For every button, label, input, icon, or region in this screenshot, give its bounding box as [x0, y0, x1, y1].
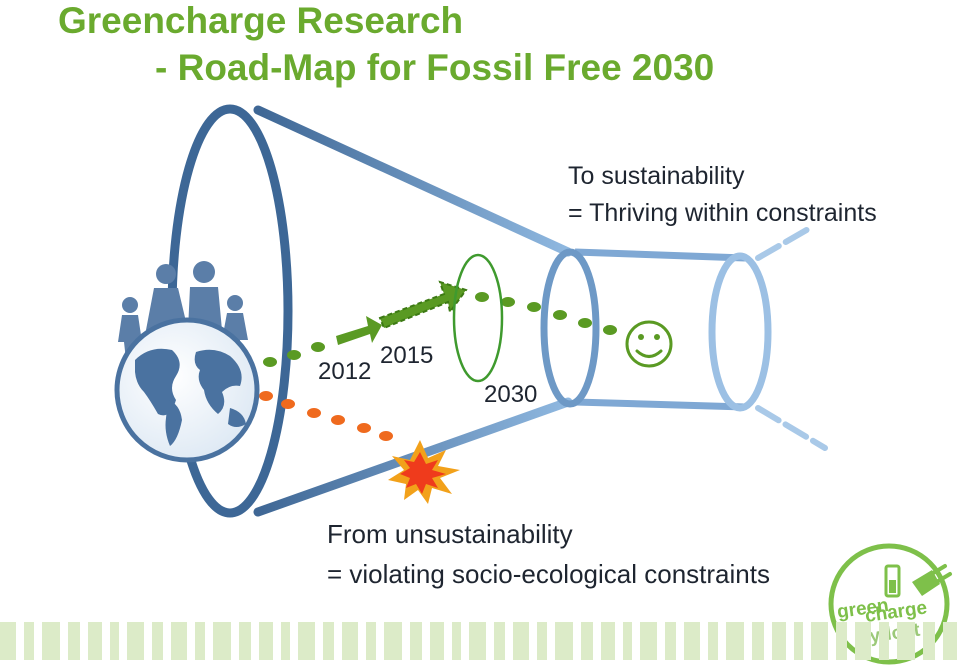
- footer-bar: [259, 622, 273, 660]
- footer-bar: [213, 622, 231, 660]
- footer-bar: [708, 622, 718, 660]
- year-label-2015: 2015: [380, 342, 434, 369]
- sustainability-tube: [540, 225, 828, 451]
- footer-bar: [298, 622, 315, 660]
- footer-bar: [469, 622, 486, 660]
- orange-path: [259, 391, 393, 441]
- footer-bar: [601, 622, 615, 660]
- footer-bar: [897, 622, 915, 660]
- footer-bar: [623, 622, 632, 660]
- sustainability-heading: To sustainability: [568, 162, 745, 190]
- earth-globe-icon: [114, 317, 260, 463]
- sustainability-definition: = Thriving within constraints: [568, 199, 877, 227]
- footer-bar: [537, 622, 547, 660]
- footer-bar: [513, 622, 529, 660]
- footer-bar: [726, 622, 744, 660]
- unsustainability-definition: = violating socio-ecological constraints: [327, 559, 770, 589]
- green-path: [263, 292, 617, 367]
- footer-bar: [68, 622, 80, 660]
- footer-bar: [943, 622, 957, 660]
- unsustainability-heading: From unsustainability: [327, 519, 573, 549]
- footer-bar: [684, 622, 700, 660]
- funnel-cone: [167, 104, 573, 518]
- title-line-2: - Road-Map for Fossil Free 2030: [155, 47, 715, 88]
- footer-bar: [879, 622, 889, 660]
- year-label-2030: 2030: [484, 381, 538, 408]
- footer-bar: [195, 622, 205, 660]
- footer-bar: [430, 622, 444, 660]
- footer-bar: [555, 622, 573, 660]
- footer-bar: [794, 622, 803, 660]
- footer-bar: [640, 622, 657, 660]
- footer-bar: [0, 622, 16, 660]
- footer-bar: [366, 622, 376, 660]
- explosion-icon: [388, 440, 460, 504]
- footer-bar: [110, 622, 119, 660]
- target-2030-ellipse: [452, 253, 504, 383]
- footer-bar: [665, 622, 676, 660]
- footer-bar: [772, 622, 786, 660]
- footer-bar: [836, 622, 847, 660]
- footer-bar: [281, 622, 290, 660]
- year-label-2012: 2012: [318, 358, 372, 385]
- progress-arrow-2012: [336, 316, 382, 345]
- footer-bar: [494, 622, 505, 660]
- footer-bar: [127, 622, 144, 660]
- footer-bar: [811, 622, 828, 660]
- smiley-face-icon: [625, 320, 673, 368]
- footer-bar: [855, 622, 871, 660]
- footer-bar: [171, 622, 187, 660]
- title-line-1: Greencharge Research: [58, 0, 464, 41]
- footer-bar: [88, 622, 102, 660]
- footer-bar: [410, 622, 422, 660]
- footer-bar: [342, 622, 358, 660]
- footer-bar: [323, 622, 334, 660]
- progress-arrow-2015: [378, 280, 468, 330]
- footer-bar: [239, 622, 251, 660]
- footer-bar: [384, 622, 402, 660]
- footer-bar: [581, 622, 593, 660]
- footer-bar: [923, 622, 935, 660]
- footer-bar: [452, 622, 461, 660]
- footer-bar-pattern: [0, 622, 957, 660]
- footer-bar: [42, 622, 60, 660]
- footer-bar: [152, 622, 163, 660]
- footer-bar: [752, 622, 764, 660]
- footer-bar: [24, 622, 34, 660]
